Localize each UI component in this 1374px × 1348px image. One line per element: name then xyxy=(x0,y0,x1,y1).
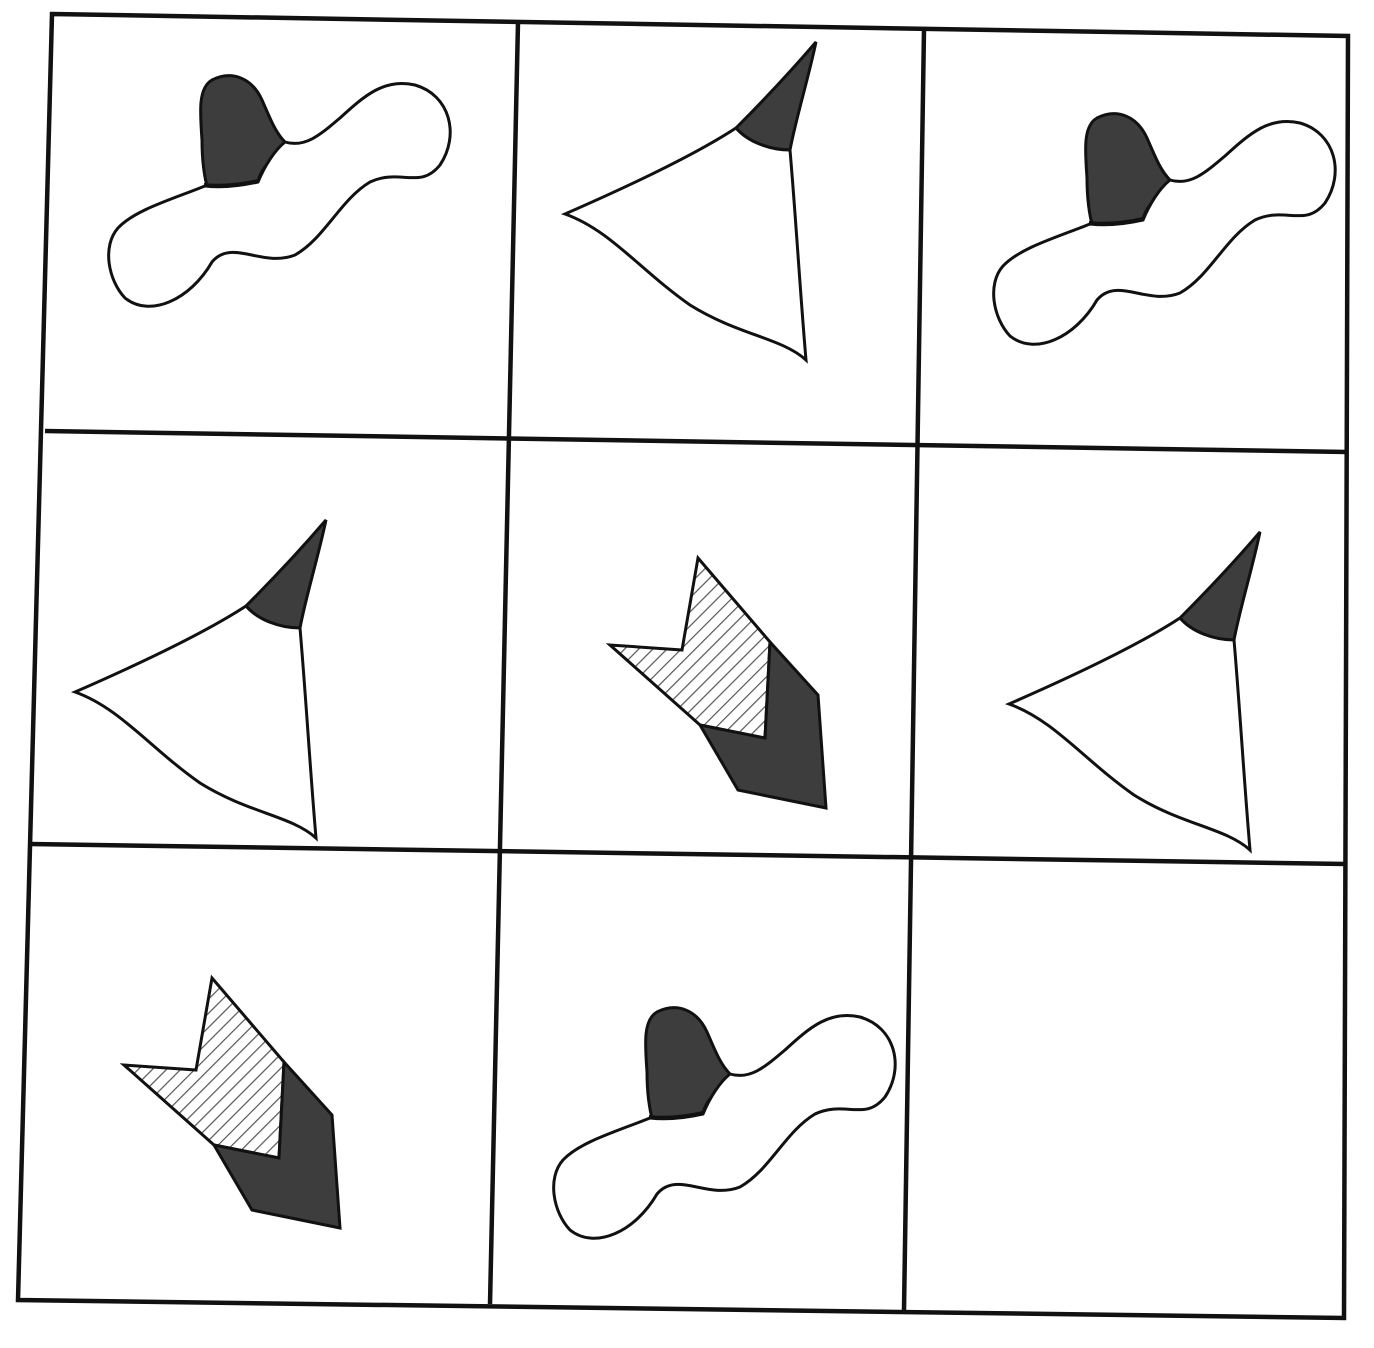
grid-line-v2 xyxy=(901,28,927,1311)
grid-line-h2 xyxy=(29,841,1347,867)
grid-line-h1 xyxy=(44,428,1348,455)
grid-line-v1 xyxy=(487,21,521,1305)
